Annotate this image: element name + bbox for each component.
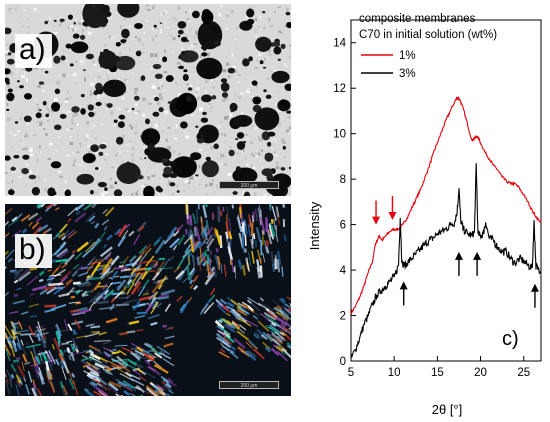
- y-tick-label: 4: [340, 265, 347, 277]
- arrow-up-marker: [530, 283, 539, 308]
- series-line-3pct: [350, 163, 542, 359]
- x-tick-label: 5: [348, 367, 354, 379]
- panel-label-a: a): [15, 34, 52, 68]
- x-axis-label: 2θ [°]: [432, 402, 463, 417]
- plot-frame: [350, 19, 542, 362]
- scale-label-b: 200 μm: [240, 383, 258, 389]
- chart-annotations: [372, 196, 539, 308]
- y-tick-label: 2: [340, 311, 346, 323]
- xrd-chart: 5 10 15 20 25 0 2 4 6 8 10 12 14 composite membranes…: [307, 13, 542, 417]
- y-axis-label: Intensity: [307, 201, 322, 250]
- series-line-1pct: [350, 95, 542, 315]
- arrow-up-marker: [473, 251, 482, 276]
- scale-label-a: 200 μm: [240, 183, 258, 189]
- panel-label-c: c): [502, 328, 519, 350]
- chart-legend: composite membranes C70 in initial solut…: [359, 13, 497, 80]
- arrow-up-marker: [454, 251, 463, 276]
- x-tick-label: 25: [517, 367, 530, 379]
- chart-series: [350, 95, 542, 359]
- scale-bar-a: [219, 181, 279, 189]
- y-tick-label: 12: [333, 83, 346, 95]
- y-tick-label: 8: [340, 174, 346, 186]
- legend-label-1pct: 1%: [399, 50, 416, 62]
- arrow-down-marker: [388, 196, 397, 221]
- micrograph-b-image: [5, 204, 291, 396]
- y-tick-label: 10: [333, 129, 346, 141]
- y-tick-label: 6: [340, 220, 346, 232]
- legend-title-line-2: C70 in initial solution (wt%): [359, 29, 497, 41]
- micrograph-b: b) 200 μm: [5, 204, 291, 396]
- legend-title-line-1: composite membranes: [359, 13, 476, 25]
- arrow-down-marker: [372, 200, 381, 225]
- chart-axes: 5 10 15 20 25 0 2 4 6 8 10 12 14: [333, 19, 542, 379]
- panel-label-b: b): [15, 234, 52, 268]
- x-tick-label: 10: [388, 367, 401, 379]
- micrograph-a-image: [5, 4, 291, 196]
- y-tick-label: 14: [333, 38, 346, 50]
- legend-label-3pct: 3%: [399, 68, 416, 80]
- scale-bar-b: [219, 381, 279, 389]
- x-tick-label: 15: [431, 367, 444, 379]
- micrograph-a: a) 200 μm: [5, 4, 291, 196]
- arrow-up-marker: [399, 281, 408, 306]
- y-tick-label: 0: [340, 356, 346, 368]
- x-tick-label: 20: [474, 367, 487, 379]
